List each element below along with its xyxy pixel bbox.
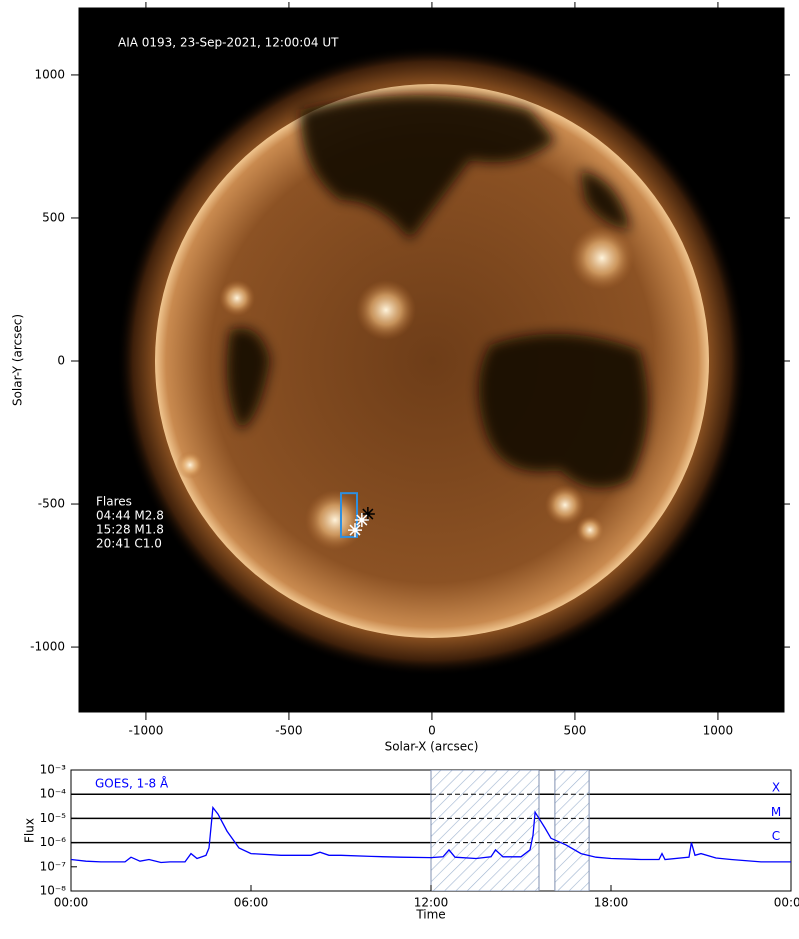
flares-title: Flares	[96, 495, 132, 509]
flare-label: 15:28 M1.8	[96, 523, 164, 537]
aia-panel: -1000 -500 0 500 1000 -1000 -500 0 500 1000 Solar-…	[11, 2, 790, 754]
level-label: X	[772, 781, 780, 795]
flare-marker	[354, 513, 369, 528]
coronal-holes	[226, 95, 648, 488]
flare-marker	[347, 523, 362, 538]
x-tick-label: 0	[428, 724, 436, 738]
x-tick-label: -500	[275, 724, 302, 738]
x-tick-label: 00:00	[774, 896, 799, 910]
y-tick-label: 1000	[34, 67, 65, 81]
flare-label: 20:41 C1.0	[96, 537, 162, 551]
y-tick-label: 10⁻⁶	[40, 835, 67, 849]
x-tick-label: -1000	[128, 724, 163, 738]
flux-line	[71, 805, 791, 864]
x-axis-label: Time	[415, 908, 445, 922]
y-tick-label: 10⁻⁷	[40, 859, 67, 873]
y-axis-label: Flux	[23, 818, 37, 843]
plot-area	[71, 770, 791, 891]
legend-label: GOES, 1-8 Å	[95, 776, 169, 791]
image-title: AIA 0193, 23-Sep-2021, 12:00:04 UT	[118, 36, 339, 50]
flare-label: 04:44 M2.8	[96, 509, 164, 523]
x-tick-label: 12:00	[414, 896, 449, 910]
x-tick-label: 500	[563, 724, 586, 738]
y-tick-label: 500	[42, 210, 65, 224]
y-tick-label: 10⁻³	[40, 763, 67, 777]
x-tick-label: 06:00	[234, 896, 269, 910]
sun-image	[117, 46, 747, 676]
x-tick-label: 00:00	[54, 896, 89, 910]
level-label: M	[771, 805, 781, 819]
y-axis-label: Solar-Y (arcsec)	[11, 314, 25, 406]
x-tick-label: 18:00	[594, 896, 629, 910]
x-tick-label: 1000	[703, 724, 734, 738]
shaded-interval	[430, 770, 540, 891]
y-tick-label: 0	[57, 354, 65, 368]
y-tick-label: -1000	[30, 640, 65, 654]
shaded-interval	[554, 770, 590, 891]
flare-marker	[360, 507, 375, 522]
y-tick-label: 10⁻⁸	[40, 884, 67, 898]
y-tick-label: -500	[38, 497, 65, 511]
y-tick-label: 10⁻⁵	[40, 811, 67, 825]
annotations: AIA 0193, 23-Sep-2021, 12:00:04 UT Flares…	[96, 36, 339, 551]
y-tick-label: 10⁻⁴	[40, 787, 67, 801]
x-axis-label: Solar-X (arcsec)	[385, 740, 479, 754]
level-label: C	[772, 829, 780, 843]
